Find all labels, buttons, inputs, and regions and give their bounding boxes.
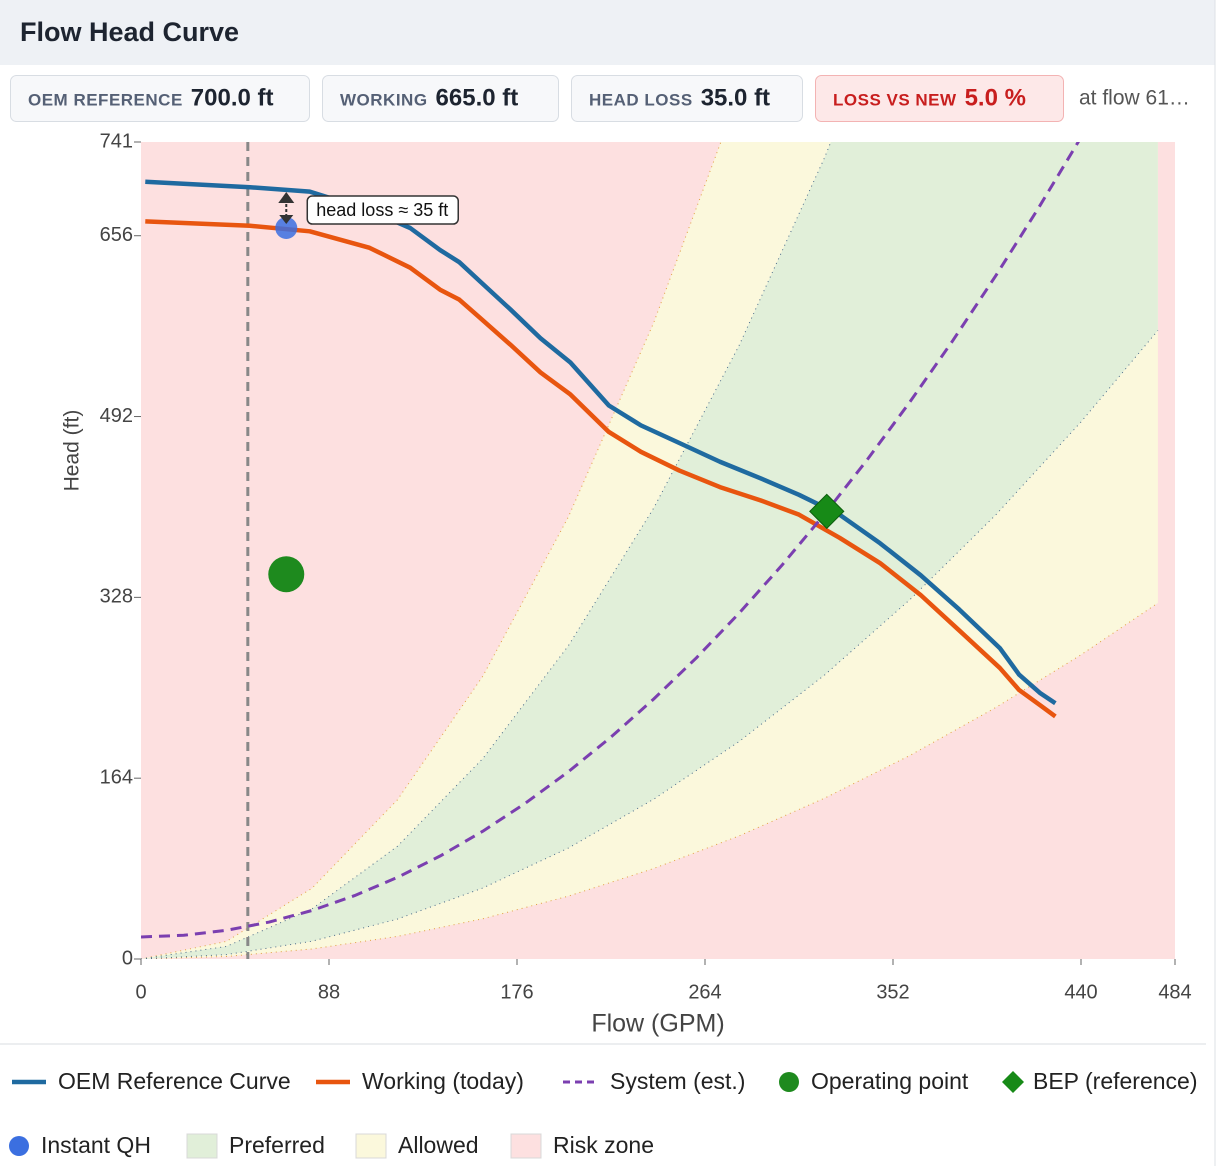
bep-marker: [809, 493, 845, 530]
legend-label: Risk zone: [553, 1132, 654, 1158]
y-tick-label: 741: [100, 130, 133, 152]
x-tick-label: 440: [1064, 981, 1097, 1003]
badge: [815, 75, 1064, 122]
x-tick-label: 264: [688, 981, 721, 1003]
panel-title: Flow Head Curve: [20, 17, 239, 47]
badge-value: 700.0 ft: [191, 84, 274, 111]
badge: [10, 75, 310, 122]
operating-point: [268, 556, 305, 593]
badge-label: HEAD LOSS: [589, 90, 693, 109]
legend-swatch: [9, 1136, 29, 1156]
legend-swatch: [186, 1133, 218, 1159]
pump-curve: [145, 179, 1057, 706]
badge-label: WORKING: [340, 90, 428, 109]
plot-area: [141, 142, 1175, 959]
legend-swatch: [779, 1072, 799, 1092]
y-axis-label: Head (ft): [61, 410, 84, 492]
badge-label: LOSS VS NEW: [833, 90, 957, 109]
x-tick-label: 484: [1158, 981, 1191, 1003]
arrow-head: [279, 215, 294, 224]
header-bar: [0, 0, 1215, 65]
legend-swatch: [355, 1133, 387, 1159]
y-tick-label: 328: [100, 586, 133, 608]
legend-label: Preferred: [229, 1132, 325, 1158]
flow-note: at flow 61…: [1079, 87, 1190, 110]
zone-band: [141, 142, 1158, 959]
badge-value: 5.0 %: [965, 84, 1026, 111]
x-axis-label: Flow (GPM): [591, 1010, 724, 1038]
legend-label: OEM Reference Curve: [58, 1068, 291, 1094]
pump-curve: [145, 219, 1057, 719]
x-tick-label: 0: [135, 981, 146, 1003]
x-tick-label: 352: [876, 981, 909, 1003]
legend-label: BEP (reference): [1033, 1068, 1197, 1094]
annotation-box: [306, 195, 459, 225]
x-tick-label: 176: [500, 981, 533, 1003]
badge: [322, 75, 559, 122]
y-tick-label: 0: [122, 947, 133, 969]
badge: [571, 75, 803, 122]
annotation-text: head loss ≈ 35 ft: [316, 200, 448, 220]
system-curve: [141, 142, 1080, 939]
legend-label: Operating point: [811, 1068, 969, 1094]
instant-point: [275, 217, 298, 239]
y-tick-label: 164: [100, 766, 133, 788]
x-tick-label: 88: [318, 981, 340, 1003]
badge-value: 665.0 ft: [436, 84, 519, 111]
y-tick-label: 492: [100, 405, 133, 427]
legend-label: Working (today): [362, 1068, 524, 1094]
legend-label: Allowed: [398, 1132, 479, 1158]
legend-swatch: [1002, 1071, 1024, 1093]
y-tick-label: 656: [100, 224, 133, 246]
legend-label: Instant QH: [41, 1132, 151, 1158]
legend-swatch: [510, 1133, 542, 1159]
badge-label: OEM REFERENCE: [28, 90, 183, 109]
arrow-head: [278, 192, 295, 203]
legend-label: System (est.): [610, 1068, 745, 1094]
badge-value: 35.0 ft: [701, 84, 770, 111]
